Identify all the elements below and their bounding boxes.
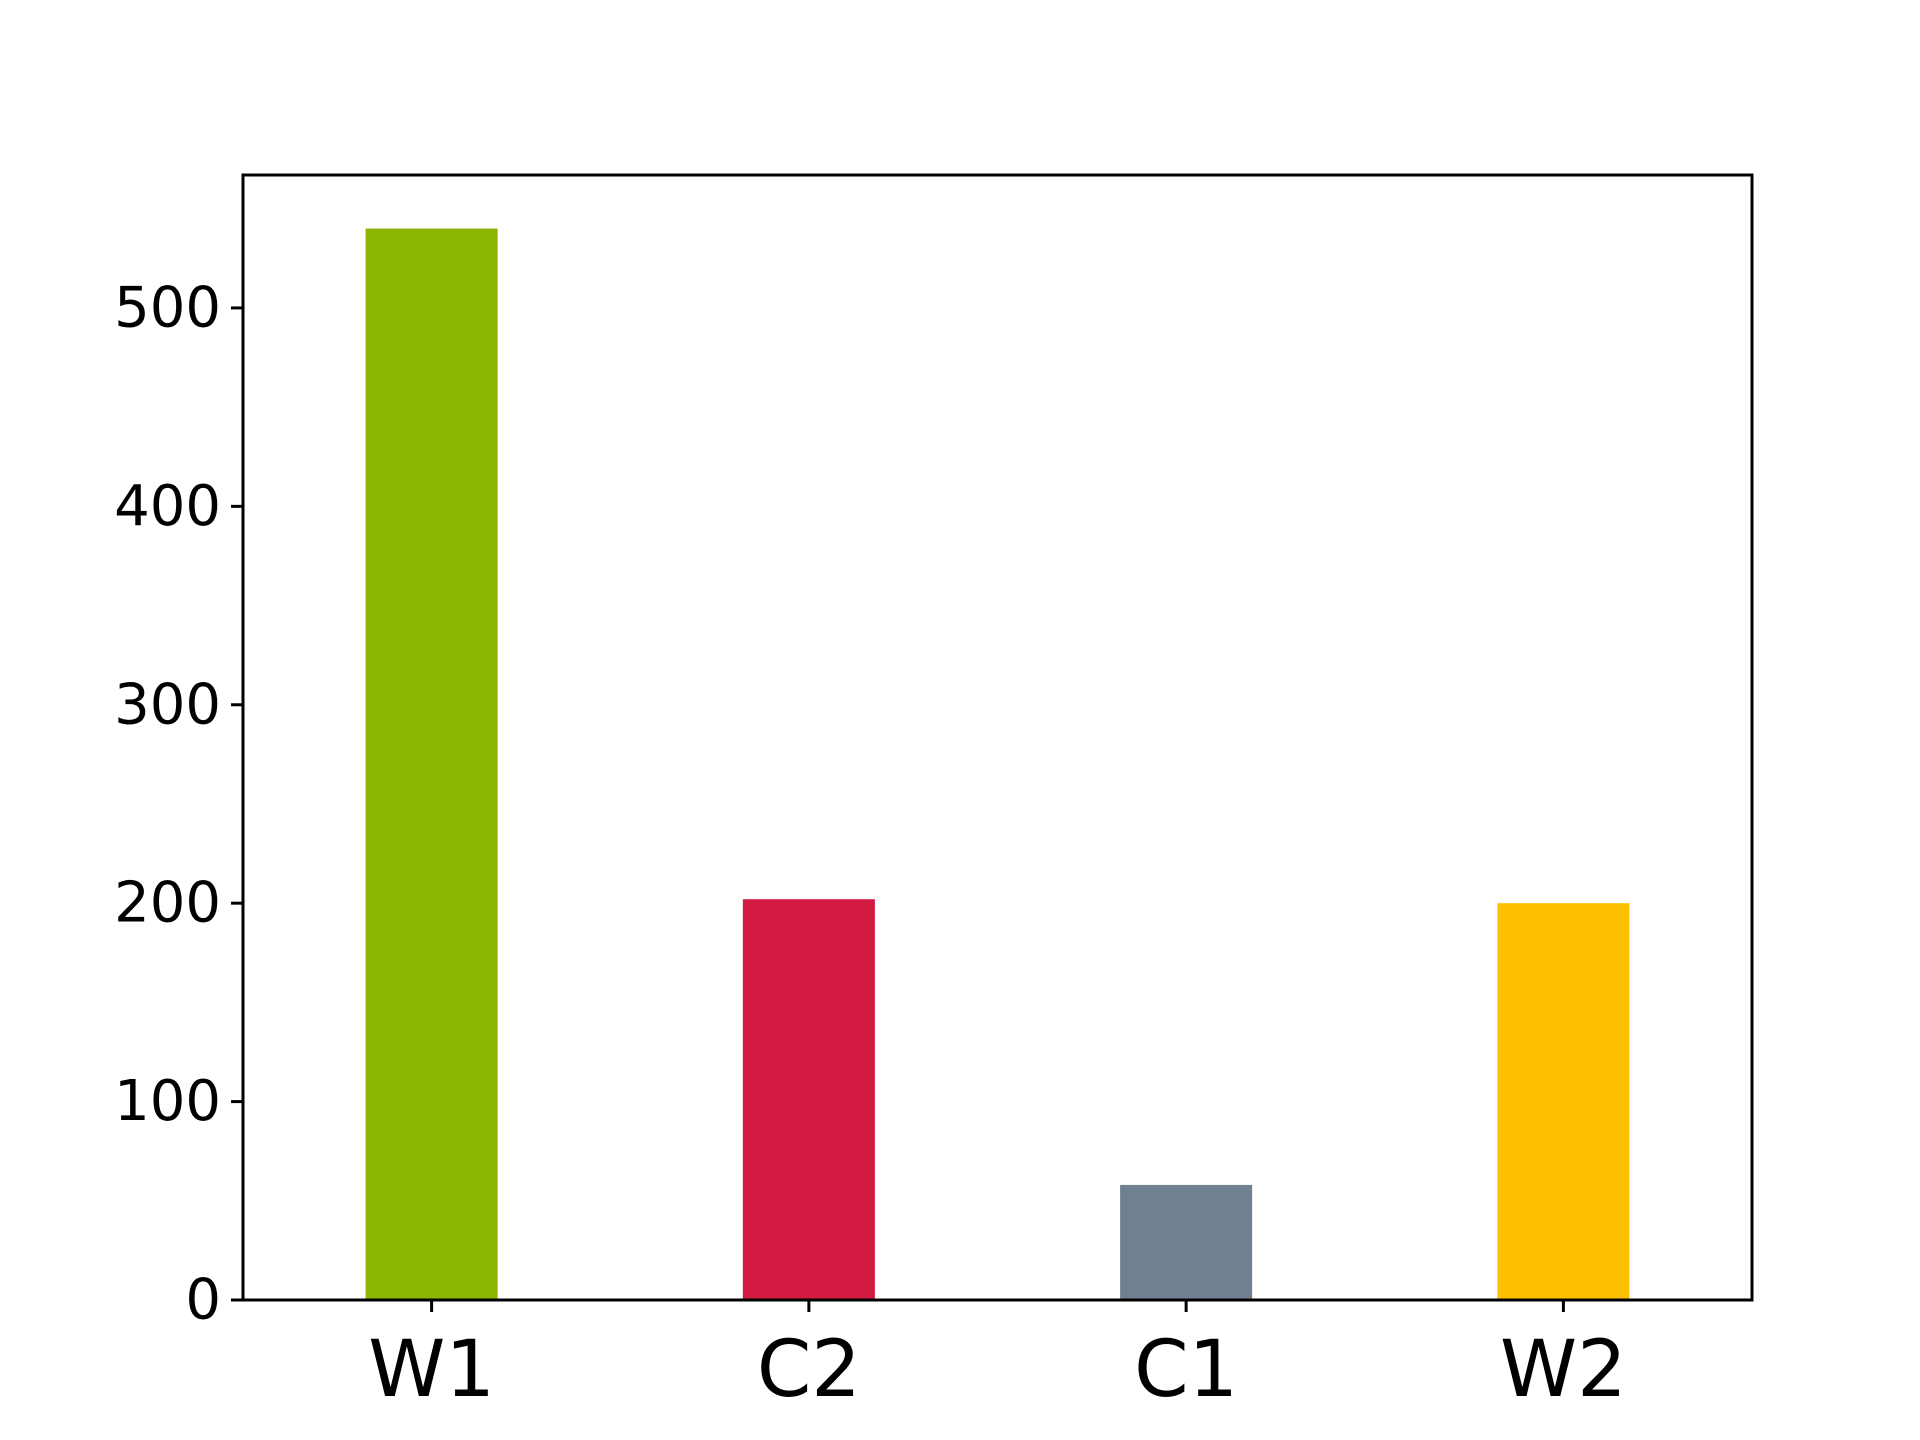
bar-w2 <box>1497 903 1630 1300</box>
y-tick-label: 400 <box>114 474 221 539</box>
plot-frame <box>241 173 1754 1302</box>
bars-layer <box>365 228 1630 1301</box>
x-tick-label-w2: W2 <box>1500 1325 1627 1415</box>
x-tick-label-c2: C2 <box>757 1325 861 1415</box>
bar-c2 <box>742 899 875 1300</box>
x-axis-ticks: W1 C2 C1 W2 <box>368 1300 1627 1415</box>
y-tick-label: 500 <box>114 275 221 340</box>
y-tick-label: 0 <box>185 1268 221 1333</box>
y-tick-label: 300 <box>114 672 221 737</box>
y-axis-ticks: 0 100 200 300 400 500 <box>114 275 243 1333</box>
x-tick-label-c1: C1 <box>1134 1325 1238 1415</box>
x-tick-label-w1: W1 <box>368 1325 495 1415</box>
y-tick-label: 100 <box>114 1069 221 1134</box>
bar-w1 <box>365 228 498 1301</box>
y-tick-label: 200 <box>114 871 221 936</box>
bar-c1 <box>1120 1184 1253 1300</box>
